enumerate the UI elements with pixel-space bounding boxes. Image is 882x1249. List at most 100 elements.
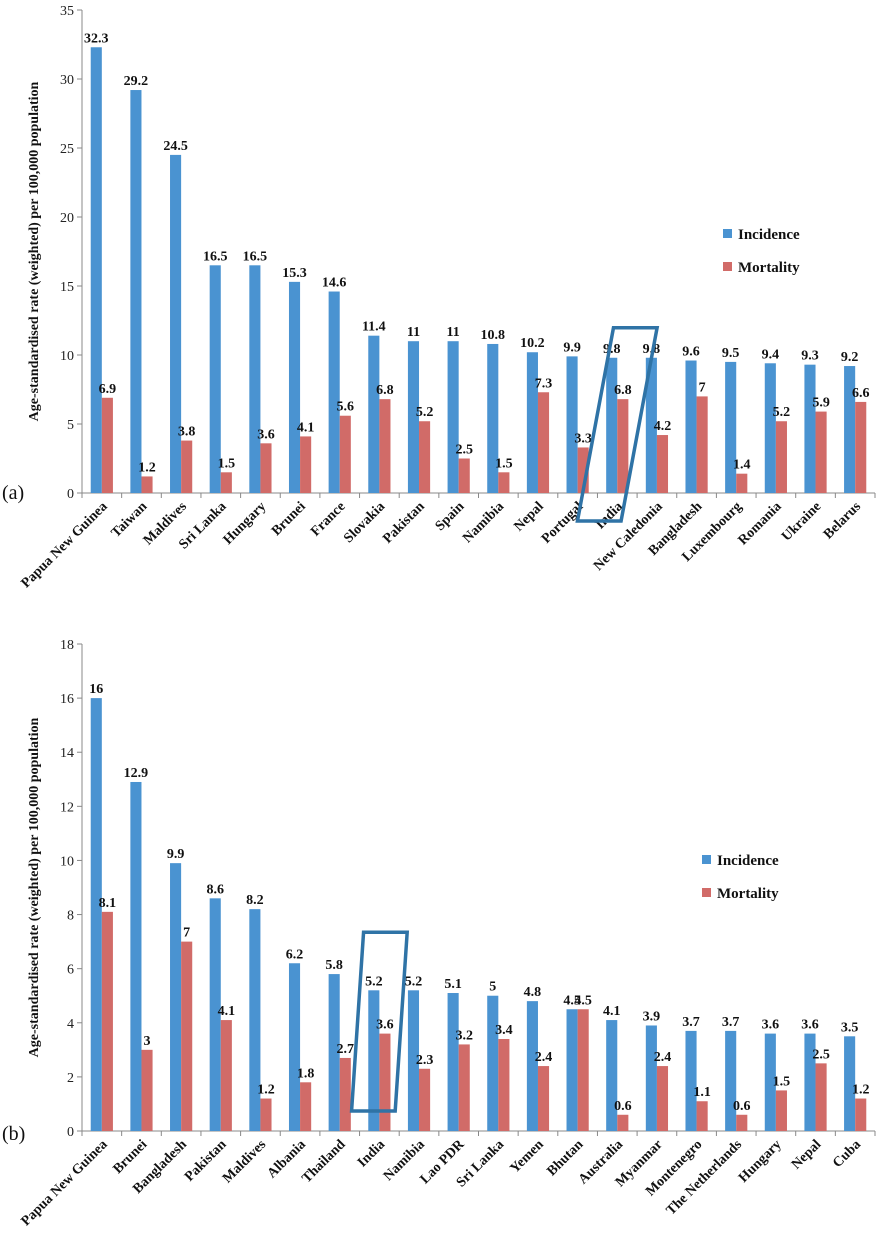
data-label-mortality: 1.5 (218, 456, 236, 471)
bar-mortality (300, 436, 312, 493)
bar-mortality (775, 1090, 787, 1131)
data-label-incidence: 4.1 (603, 1004, 621, 1019)
data-label-incidence: 9.5 (722, 346, 740, 361)
legend-label-mortality: Mortality (717, 886, 779, 902)
highlight-box-india (575, 326, 660, 523)
data-label-mortality: 2.7 (337, 1042, 355, 1057)
data-label-incidence: 29.2 (124, 74, 149, 89)
bar-mortality (141, 476, 153, 493)
bar-mortality (577, 1009, 589, 1131)
bar-incidence (487, 343, 499, 493)
bar-incidence (526, 1001, 538, 1131)
data-label-incidence: 5.2 (405, 974, 423, 989)
data-label-incidence: 15.3 (282, 266, 307, 281)
data-label-incidence: 16.5 (203, 249, 228, 264)
bar-incidence (328, 291, 340, 493)
legend-swatch-mortality (723, 262, 732, 271)
y-axis-title: Age-standardised rate (weighted) per 100… (27, 81, 42, 421)
bar-mortality (537, 1066, 550, 1131)
data-label-incidence: 8.2 (246, 893, 264, 908)
bar-mortality (260, 443, 272, 493)
data-label-mortality: 1.5 (773, 1074, 791, 1089)
data-label-incidence: 3.6 (801, 1018, 819, 1033)
bar-incidence (566, 356, 578, 493)
data-label-incidence: 5.8 (325, 958, 343, 973)
data-label-incidence: 16 (89, 682, 103, 697)
bar-mortality (181, 941, 193, 1131)
data-label-incidence: 5 (489, 980, 496, 995)
legend-swatch-incidence (702, 855, 711, 864)
data-label-mortality: 1.1 (693, 1085, 711, 1100)
data-label-mortality: 3.4 (495, 1023, 513, 1038)
data-label-mortality: 1.2 (852, 1083, 870, 1098)
data-label-mortality: 7 (183, 926, 190, 941)
bar-mortality (458, 458, 470, 493)
bar-mortality (220, 472, 232, 493)
data-label-mortality: 5.6 (337, 400, 355, 415)
data-label-incidence: 10.2 (520, 336, 545, 351)
data-label-mortality: 4.2 (654, 419, 672, 434)
category-label: Cuba (830, 1137, 864, 1171)
category-label: Papua New Guinea (19, 1137, 111, 1229)
data-label-incidence: 3.7 (722, 1015, 740, 1030)
data-label-mortality: 5.9 (812, 396, 830, 411)
data-label-incidence: 3.9 (643, 1009, 661, 1024)
bar-mortality (101, 397, 113, 493)
category-label: Hungary (736, 1137, 785, 1186)
bar-incidence (725, 361, 737, 493)
data-label-mortality: 1.5 (495, 456, 513, 471)
bar-incidence (764, 1033, 776, 1131)
y-tick-label: 18 (60, 638, 74, 653)
category-label: Namibia (460, 499, 507, 546)
data-label-mortality: 4.5 (574, 993, 592, 1008)
bar-incidence (170, 154, 182, 493)
bar-mortality (656, 435, 669, 493)
y-tick-label: 12 (60, 800, 74, 815)
y-tick-label: 0 (67, 487, 74, 502)
data-label-mortality: 3.6 (257, 427, 275, 442)
bar-incidence (685, 1030, 697, 1131)
data-label-incidence: 3.7 (682, 1015, 700, 1030)
bar-incidence (130, 781, 142, 1131)
bar-incidence (566, 1009, 578, 1131)
bar-incidence (368, 990, 380, 1131)
bar-mortality (498, 1039, 510, 1131)
bar-mortality (419, 421, 431, 493)
category-label: Brunei (269, 499, 309, 539)
bar-mortality (815, 1063, 827, 1131)
data-label-incidence: 12.9 (124, 766, 149, 781)
y-tick-label: 2 (67, 1071, 74, 1086)
bar-incidence (249, 265, 261, 493)
data-label-mortality: 7 (699, 380, 706, 395)
bar-incidence (170, 863, 182, 1131)
data-label-mortality: 4.1 (218, 1004, 236, 1019)
data-label-mortality: 0.6 (614, 1099, 632, 1114)
bar-mortality (498, 472, 510, 493)
y-tick-label: 20 (60, 211, 74, 226)
data-label-mortality: 6.6 (852, 386, 870, 401)
y-tick-label: 4 (67, 1017, 74, 1032)
bar-mortality (775, 421, 787, 493)
legend-label-mortality: Mortality (738, 260, 800, 276)
bar-incidence (844, 366, 856, 493)
bar-incidence (685, 360, 697, 493)
bar-mortality (855, 401, 867, 493)
bar-mortality (577, 447, 589, 493)
bar-incidence (606, 357, 618, 493)
y-tick-label: 14 (60, 746, 74, 761)
data-label-incidence: 4.8 (524, 985, 542, 1000)
bar-mortality (260, 1098, 272, 1131)
bar-incidence (447, 993, 459, 1131)
data-label-mortality: 5.2 (416, 405, 434, 420)
bar-mortality (656, 1066, 669, 1131)
bar-mortality (181, 440, 193, 493)
bar-incidence (130, 90, 142, 493)
y-tick-label: 8 (67, 909, 74, 924)
bar-incidence (447, 341, 459, 493)
data-label-mortality: 3.3 (574, 431, 592, 446)
bar-mortality (379, 1033, 391, 1131)
data-label-mortality: 3.2 (455, 1028, 473, 1043)
data-label-mortality: 2.5 (455, 443, 473, 458)
bar-mortality (101, 911, 113, 1131)
bar-mortality (537, 392, 550, 493)
